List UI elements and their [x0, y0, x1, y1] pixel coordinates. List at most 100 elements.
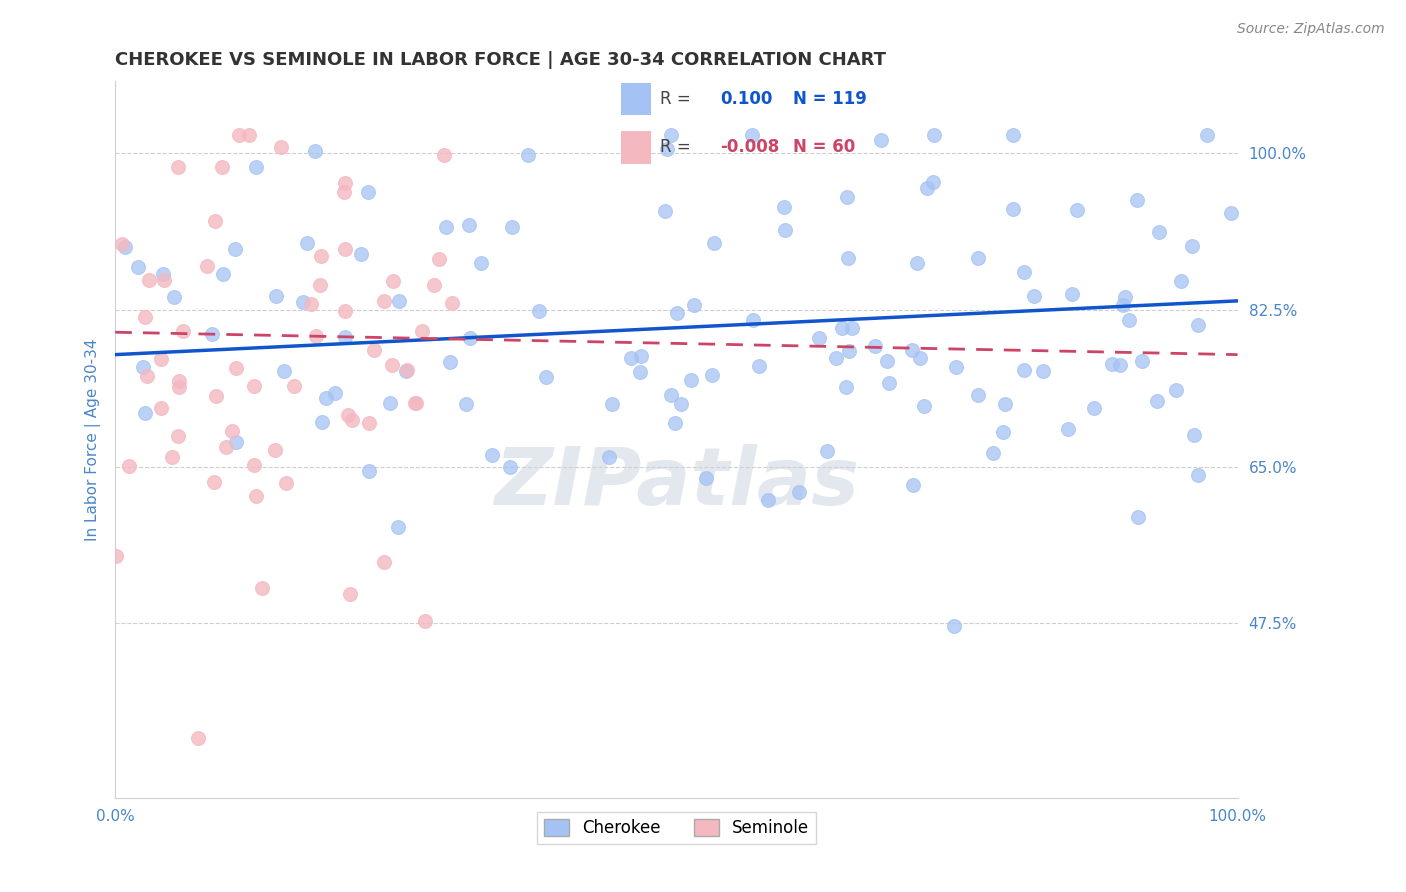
Point	[772, 200, 794, 214]
Point	[825, 351, 848, 366]
Point	[224, 242, 246, 256]
Point	[201, 327, 224, 342]
Point	[630, 350, 652, 364]
Point	[943, 619, 966, 633]
Point	[311, 415, 333, 429]
Point	[527, 303, 550, 318]
Point	[439, 355, 461, 369]
Point	[1130, 354, 1153, 368]
Point	[1002, 128, 1025, 142]
Point	[160, 450, 183, 464]
Point	[1166, 383, 1188, 397]
Point	[212, 267, 235, 281]
Point	[238, 128, 260, 142]
Point	[225, 361, 247, 376]
Point	[228, 128, 250, 142]
Point	[264, 289, 287, 303]
Point	[1181, 239, 1204, 253]
Point	[378, 396, 401, 410]
Text: N = 60: N = 60	[793, 138, 855, 156]
Point	[1170, 274, 1192, 288]
Point	[245, 489, 267, 503]
Point	[756, 492, 779, 507]
Point	[1014, 265, 1036, 279]
Point	[127, 260, 149, 275]
Point	[742, 313, 765, 327]
Point	[283, 379, 305, 393]
Point	[114, 239, 136, 253]
Point	[903, 478, 925, 492]
Point	[900, 343, 922, 358]
Point	[162, 290, 184, 304]
Text: N = 119: N = 119	[793, 90, 868, 108]
Point	[1012, 362, 1035, 376]
Point	[1001, 202, 1024, 216]
Point	[274, 476, 297, 491]
Y-axis label: In Labor Force | Age 30-34: In Labor Force | Age 30-34	[86, 338, 101, 541]
Point	[405, 396, 427, 410]
Point	[741, 128, 763, 142]
Point	[429, 252, 451, 266]
FancyBboxPatch shape	[620, 131, 651, 163]
Point	[877, 376, 900, 391]
Text: Source: ZipAtlas.com: Source: ZipAtlas.com	[1237, 22, 1385, 37]
Point	[870, 133, 893, 147]
Point	[669, 397, 692, 411]
Point	[807, 331, 830, 345]
Point	[432, 148, 454, 162]
Point	[132, 360, 155, 375]
Point	[434, 220, 457, 235]
Point	[350, 247, 373, 261]
Text: ZIPatlas: ZIPatlas	[494, 443, 859, 522]
Point	[187, 731, 209, 746]
Point	[773, 223, 796, 237]
Point	[111, 236, 134, 251]
Point	[225, 434, 247, 449]
Point	[309, 249, 332, 263]
Point	[204, 475, 226, 489]
Point	[501, 220, 523, 235]
Point	[404, 396, 426, 410]
Point	[967, 388, 990, 402]
Point	[456, 397, 478, 411]
Point	[195, 259, 218, 273]
Point	[363, 343, 385, 357]
Point	[204, 389, 226, 403]
Point	[250, 581, 273, 595]
Point	[211, 160, 233, 174]
Point	[921, 175, 943, 189]
Point	[1060, 286, 1083, 301]
Point	[659, 128, 682, 142]
Point	[245, 160, 267, 174]
Point	[1219, 206, 1241, 220]
Text: CHEROKEE VS SEMINOLE IN LABOR FORCE | AGE 30-34 CORRELATION CHART: CHEROKEE VS SEMINOLE IN LABOR FORCE | AG…	[115, 51, 886, 69]
Point	[167, 429, 190, 443]
Point	[787, 484, 810, 499]
Point	[243, 379, 266, 393]
Point	[150, 401, 173, 415]
Text: R =: R =	[659, 90, 690, 108]
Point	[221, 424, 243, 438]
Point	[620, 351, 643, 365]
Point	[309, 278, 332, 293]
Point	[700, 368, 723, 383]
Point	[695, 471, 717, 485]
Point	[1197, 128, 1219, 142]
Text: -0.008: -0.008	[720, 138, 780, 156]
Point	[600, 397, 623, 411]
Legend: Cherokee, Seminole: Cherokee, Seminole	[537, 812, 815, 844]
Point	[1146, 394, 1168, 409]
Point	[387, 519, 409, 533]
Point	[273, 364, 295, 378]
Point	[863, 339, 886, 353]
Point	[912, 399, 935, 413]
Text: R =: R =	[659, 138, 690, 156]
Point	[204, 214, 226, 228]
Point	[1112, 297, 1135, 311]
Point	[1101, 358, 1123, 372]
Point	[831, 320, 853, 334]
Point	[994, 397, 1017, 411]
Point	[411, 324, 433, 338]
Point	[149, 352, 172, 367]
Point	[373, 555, 395, 569]
